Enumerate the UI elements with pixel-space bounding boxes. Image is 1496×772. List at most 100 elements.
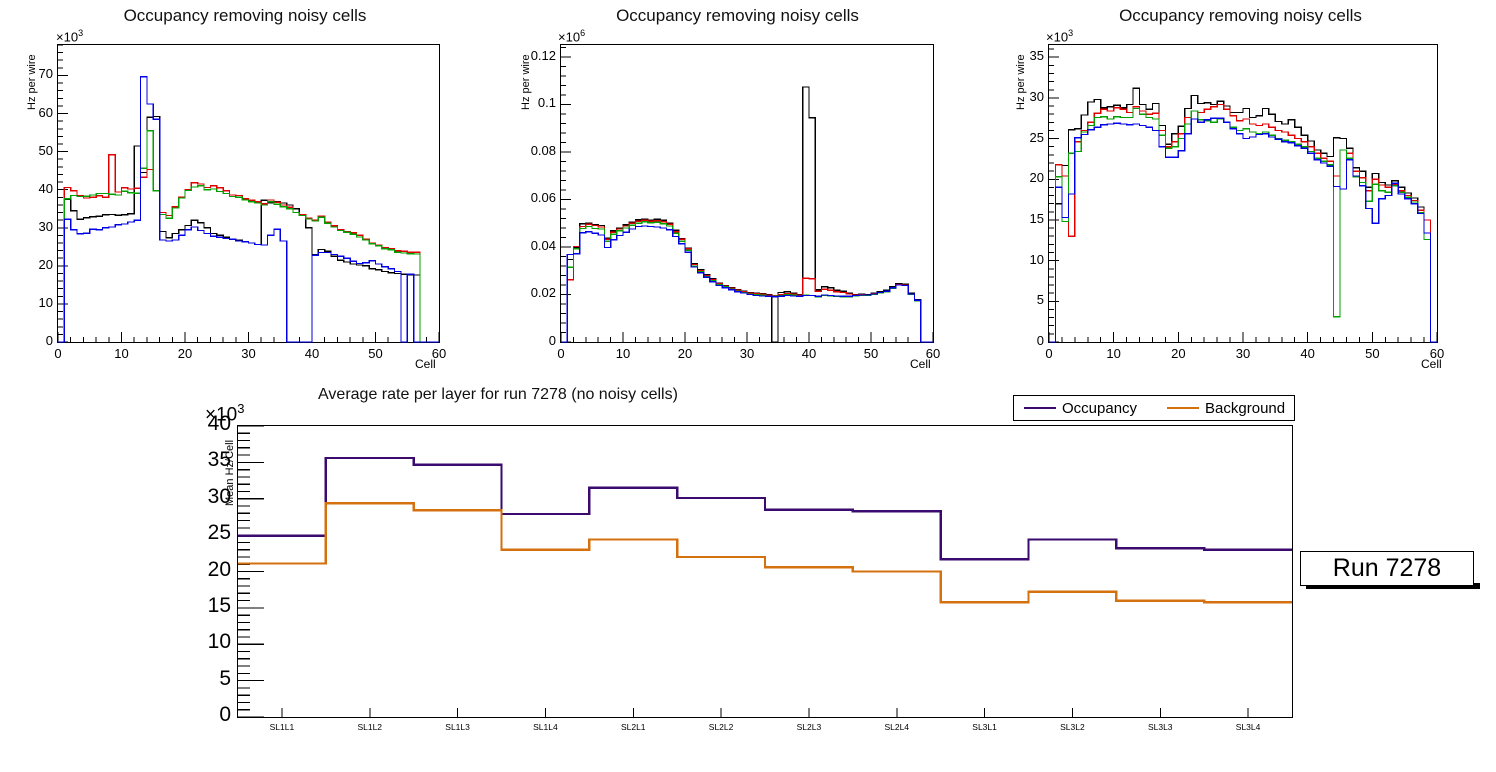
y-tick-label: 0.12 [530,47,556,63]
x-tick-label: 60 [1429,346,1445,361]
y-tick-label: 0 [45,333,53,348]
y-tick-label: 0.06 [530,190,556,206]
panel-3-plot-area [1048,48,1438,343]
y-tick-label: 30 [1029,88,1044,104]
category-label-sl2l3: SL2L3 [796,722,822,732]
panel-1-plot-frame [57,44,440,343]
panel-2-y-exponent: ×106 [558,28,586,45]
panel-1-y-axis-label: Hz per wire [26,54,38,110]
y-tick-label: 20 [1029,170,1044,186]
bottom-panel-legend: Occupancy Background [1013,395,1295,421]
x-tick-label: 50 [863,346,879,361]
legend-swatch-background [1167,407,1200,409]
x-tick-label: 20 [677,346,693,361]
y-tick-label: 5 [1036,292,1044,308]
x-tick-label: 40 [1300,346,1315,361]
y-tick-label: 25 [207,521,231,545]
y-tick-label: 0 [548,333,556,348]
y-tick-label: 40 [38,180,53,196]
y-tick-label: 20 [38,256,53,272]
x-tick-label: 60 [431,346,447,361]
series-blue [1049,117,1437,343]
legend-label-occupancy: Occupancy [1062,399,1138,417]
x-tick-label: 20 [1171,346,1186,361]
run-label-text: Run 7278 [1332,554,1442,582]
panel-2-plot-frame [560,44,934,343]
series-black [561,86,933,343]
y-tick-label: 60 [38,104,53,120]
x-tick-label: 30 [1235,346,1251,361]
bottom-panel-plot-frame [237,425,1293,718]
panel-3-title: Occupancy removing noisy cells [1119,6,1362,25]
panel-1-x-axis-label: Cell [415,357,436,371]
chart-panel-occupancy-3: Occupancy removing noisy cells Hz per wi… [985,0,1496,378]
chart-panel-occupancy-2: Occupancy removing noisy cells Hz per wi… [490,0,985,378]
series-blue [58,75,439,343]
y-tick-label: 0.02 [530,285,556,301]
x-tick-label: 50 [368,346,383,361]
series-green [58,130,439,343]
bottom-panel-title: Average rate per layer for run 7278 (no … [318,386,678,403]
series-blue [561,225,933,343]
category-label-sl1l2: SL1L2 [357,722,383,732]
category-label-sl3l4: SL3L4 [1235,722,1261,732]
x-tick-label: 60 [925,346,941,361]
x-tick-label: 0 [1045,346,1053,361]
y-tick-label: 15 [207,593,231,617]
panel-1-plot-area [57,44,440,343]
run-label-shadow [1306,583,1480,589]
y-tick-label: 30 [207,484,231,508]
chart-panel-average-rate: Average rate per layer for run 7278 (no … [0,378,1496,772]
x-tick-label: 0 [54,346,62,361]
y-tick-label: 70 [38,66,53,82]
panel-2-plot-area [560,46,934,343]
y-tick-label: 10 [38,294,53,310]
x-tick-label: 30 [241,346,256,361]
y-tick-label: 15 [1029,210,1044,226]
category-label-sl1l4: SL1L4 [533,722,558,732]
category-label-sl1l1: SL1L1 [269,722,295,732]
y-tick-label: 50 [38,142,53,158]
y-tick-label: 0.1 [537,95,556,111]
y-tick-label: 10 [1029,251,1044,267]
category-label-sl3l3: SL3L3 [1147,722,1173,732]
y-tick-label: 0 [1036,333,1044,348]
category-label-sl2l2: SL2L2 [708,722,734,732]
legend-item-occupancy[interactable]: Occupancy [1024,400,1137,417]
panel-2-title: Occupancy removing noisy cells [616,6,859,25]
x-tick-label: 20 [177,346,193,361]
series-green [1049,107,1437,343]
x-tick-label: 30 [739,346,755,361]
x-tick-label: 10 [1106,346,1121,361]
bottom-panel-plot-area [238,425,1292,718]
series-occupancy [238,456,1292,561]
panel-3-plot-frame [1048,44,1438,343]
x-tick-label: 10 [114,346,129,361]
legend-item-background[interactable]: Background [1167,400,1285,417]
x-tick-label: 0 [557,346,565,361]
category-label-sl1l3: SL1L3 [445,722,470,732]
series-background [238,501,1292,604]
panel-1-title: Occupancy removing noisy cells [123,6,367,25]
y-tick-label: 35 [207,448,231,472]
panel-1-y-exponent: ×103 [56,28,84,45]
legend-label-background: Background [1205,399,1286,417]
y-tick-label: 0 [219,703,231,726]
x-tick-label: 50 [1365,346,1380,361]
category-label-sl3l1: SL3L1 [972,722,997,732]
panel-3-y-exponent: ×103 [1046,28,1074,45]
y-tick-label: 35 [1029,48,1044,64]
y-tick-label: 25 [1029,129,1044,145]
panel-2-x-axis-label: Cell [910,357,931,371]
y-tick-label: 0.08 [530,142,556,158]
y-tick-label: 40 [207,412,231,435]
chart-panel-occupancy-1: Occupancy removing noisy cells Hz per wi… [0,0,490,378]
bottom-panel-y-exponent: ×103 [205,401,245,426]
series-black [58,115,439,343]
y-tick-label: 10 [207,630,231,654]
x-tick-label: 40 [801,346,817,361]
y-tick-label: 0.04 [530,237,556,253]
run-label-box: Run 7278 [1300,551,1474,586]
y-tick-label: 30 [38,218,53,234]
category-label-sl3l2: SL3L2 [1060,722,1085,732]
